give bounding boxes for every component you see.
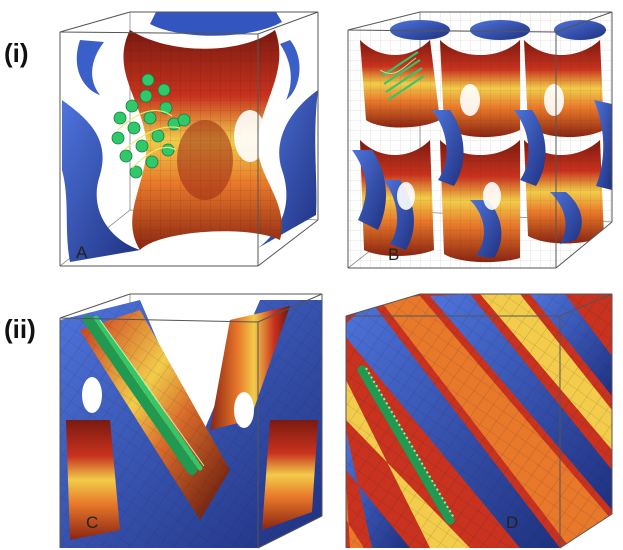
panel-d: D [345,293,613,549]
warm-band-c2 [210,306,290,430]
panel-label-c: C [86,513,98,532]
helix-molecule-b [379,51,425,101]
panel-b: B [347,11,613,269]
panel-c: C [59,293,323,549]
blue-channel-top [150,12,282,36]
blue-channel-arc-right [280,40,300,100]
warm-band-c4 [262,420,318,530]
panel-label-a: A [76,243,88,262]
helix-molecule-c [83,315,205,475]
gyroid-lattice [348,12,612,268]
row-label-ii: (ii) [4,314,36,344]
helix-molecule-d [357,365,455,525]
blue-channel-arc-left [76,40,104,95]
pore-center [177,120,233,200]
blue-channels-b [352,20,612,258]
panel-label-d: D [506,513,518,532]
row-label-i: (i) [4,38,29,68]
diamond-lattice [346,294,612,548]
panel-a: A [59,11,319,267]
panel-label-b: B [388,245,399,264]
warm-band-c3 [66,420,120,540]
blue-channel-left [62,100,140,262]
pores-b [397,84,564,210]
blue-channel-right [258,90,318,248]
